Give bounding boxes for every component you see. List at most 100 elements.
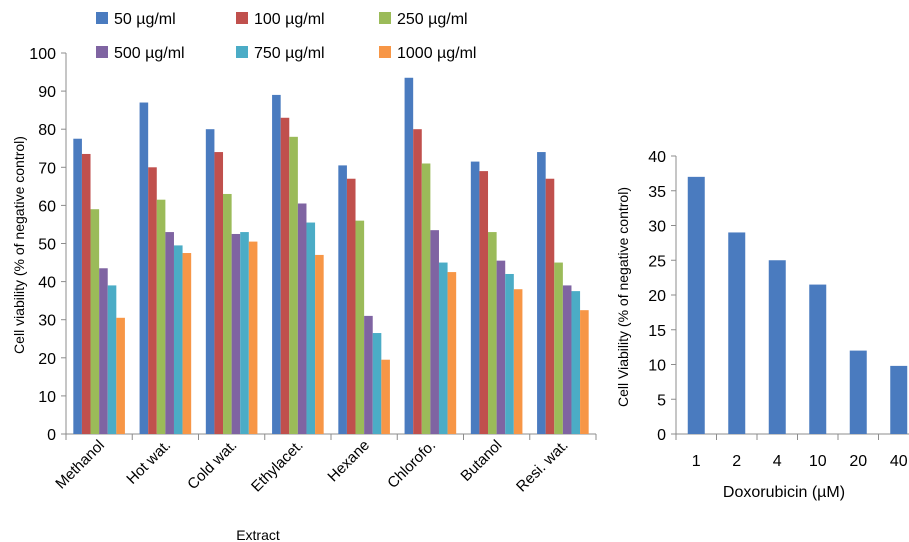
legend-swatch: [96, 12, 108, 24]
right-y-tick-label: 35: [648, 184, 666, 201]
right-bar: [849, 350, 867, 434]
left-bar: [346, 178, 356, 434]
left-y-tick-label: 100: [29, 46, 56, 63]
left-y-tick-label: 60: [38, 198, 56, 215]
right-y-axis-title: Cell Viability (% of negative control): [615, 187, 631, 407]
right-y-tick-label: 15: [648, 323, 666, 340]
left-bar: [165, 232, 174, 434]
left-y-tick-label: 90: [38, 84, 56, 101]
left-bar: [364, 315, 373, 434]
right-category-label: 10: [809, 453, 827, 470]
legend-swatch: [236, 12, 248, 24]
legend-swatch: [236, 46, 248, 58]
left-y-tick-label: 20: [38, 351, 56, 368]
left-bar: [421, 163, 431, 435]
left-bar: [505, 273, 514, 434]
right-chart-axes: 0 5 10 15 20 25 30 35 40 1 2 4 10 20 40: [648, 149, 909, 470]
left-bar: [214, 152, 224, 434]
left-bar: [470, 161, 480, 434]
left-category-label: Hot wat.: [123, 437, 174, 488]
left-bar: [338, 165, 347, 434]
legend-label: 250 µg/ml: [397, 11, 468, 28]
left-y-tick-label: 10: [38, 389, 56, 406]
left-bar: [297, 203, 307, 434]
left-bar: [205, 129, 215, 434]
right-bar: [687, 176, 705, 434]
right-y-tick-label: 25: [648, 253, 666, 270]
left-bar: [580, 310, 589, 434]
left-bar: [413, 129, 422, 434]
left-bar: [182, 253, 192, 434]
right-bar-chart: 0 5 10 15 20 25 30 35 40 1 2 4 10 20 40 Cell Viability…: [615, 149, 909, 501]
left-bar: [496, 260, 506, 434]
left-category-label: Butanol: [457, 437, 505, 485]
left-bar: [73, 138, 82, 434]
left-bar: [545, 178, 555, 434]
left-bar: [289, 136, 298, 434]
legend-label: 1000 µg/ml: [397, 45, 476, 62]
left-y-tick-label: 50: [38, 237, 56, 254]
left-category-label: Hexane: [324, 437, 373, 486]
left-bar: [173, 245, 183, 434]
left-bar: [90, 209, 100, 434]
left-bar: [99, 268, 108, 434]
left-bar: [447, 272, 457, 434]
right-bar: [890, 365, 908, 434]
left-bar: [248, 241, 258, 434]
right-category-label: 2: [732, 453, 741, 470]
left-category-label: Methanol: [52, 437, 108, 493]
left-bar: [554, 262, 563, 434]
left-y-tick-label: 70: [38, 160, 56, 177]
legend-label: 100 µg/ml: [254, 11, 325, 28]
left-bar: [81, 153, 91, 434]
right-y-tick-label: 20: [648, 288, 666, 305]
legend-swatch: [379, 12, 391, 24]
left-bar: [306, 222, 316, 434]
right-x-axis-title: Doxorubicin (µM): [723, 484, 845, 501]
right-category-label: 1: [692, 453, 701, 470]
left-bar: [355, 220, 365, 434]
right-category-label: 4: [773, 453, 782, 470]
right-y-tick-label: 5: [657, 392, 666, 409]
left-bar: [372, 333, 382, 434]
legend-label: 50 µg/ml: [114, 11, 176, 28]
left-bar: [280, 117, 290, 435]
legend-swatch: [96, 46, 108, 58]
left-bar: [116, 317, 125, 434]
left-bar: [571, 291, 581, 434]
left-bar: [156, 199, 166, 434]
left-bar: [240, 232, 249, 434]
right-chart-bars: [687, 176, 908, 434]
left-category-label: Cold wat.: [184, 437, 240, 493]
right-y-tick-label: 30: [648, 219, 666, 236]
left-bar: [404, 77, 414, 434]
left-bar: [430, 230, 439, 434]
right-category-label: 40: [890, 453, 908, 470]
legend-label: 500 µg/ml: [114, 45, 185, 62]
left-bar: [488, 232, 497, 434]
left-chart-bars: [73, 77, 589, 435]
right-bar: [809, 284, 827, 434]
right-y-tick-label: 0: [657, 427, 666, 444]
legend-swatch: [379, 46, 391, 58]
left-y-tick-label: 30: [38, 313, 56, 330]
left-y-tick-label: 80: [38, 122, 56, 139]
left-bar: [562, 285, 572, 434]
left-category-label: Chlorofo.: [384, 437, 439, 492]
right-bar: [768, 260, 786, 434]
left-category-label: Ethylacet.: [248, 437, 307, 496]
left-bar: [148, 167, 157, 435]
right-category-label: 20: [849, 453, 867, 470]
left-bar: [315, 254, 324, 434]
left-bar: [381, 359, 390, 434]
left-bar: [438, 262, 448, 434]
left-bar: [223, 193, 232, 434]
left-bar: [513, 289, 523, 434]
right-y-tick-label: 10: [648, 358, 666, 375]
left-category-label: Resi. wat.: [513, 437, 572, 496]
left-bar: [107, 285, 117, 434]
left-bar-chart: 50 µg/ml 100 µg/ml 250 µg/ml 500 µg/ml 750 µ…: [11, 11, 597, 542]
left-bar: [139, 102, 149, 434]
left-chart-legend: 50 µg/ml 100 µg/ml 250 µg/ml 500 µg/ml 750 µ…: [96, 11, 476, 62]
